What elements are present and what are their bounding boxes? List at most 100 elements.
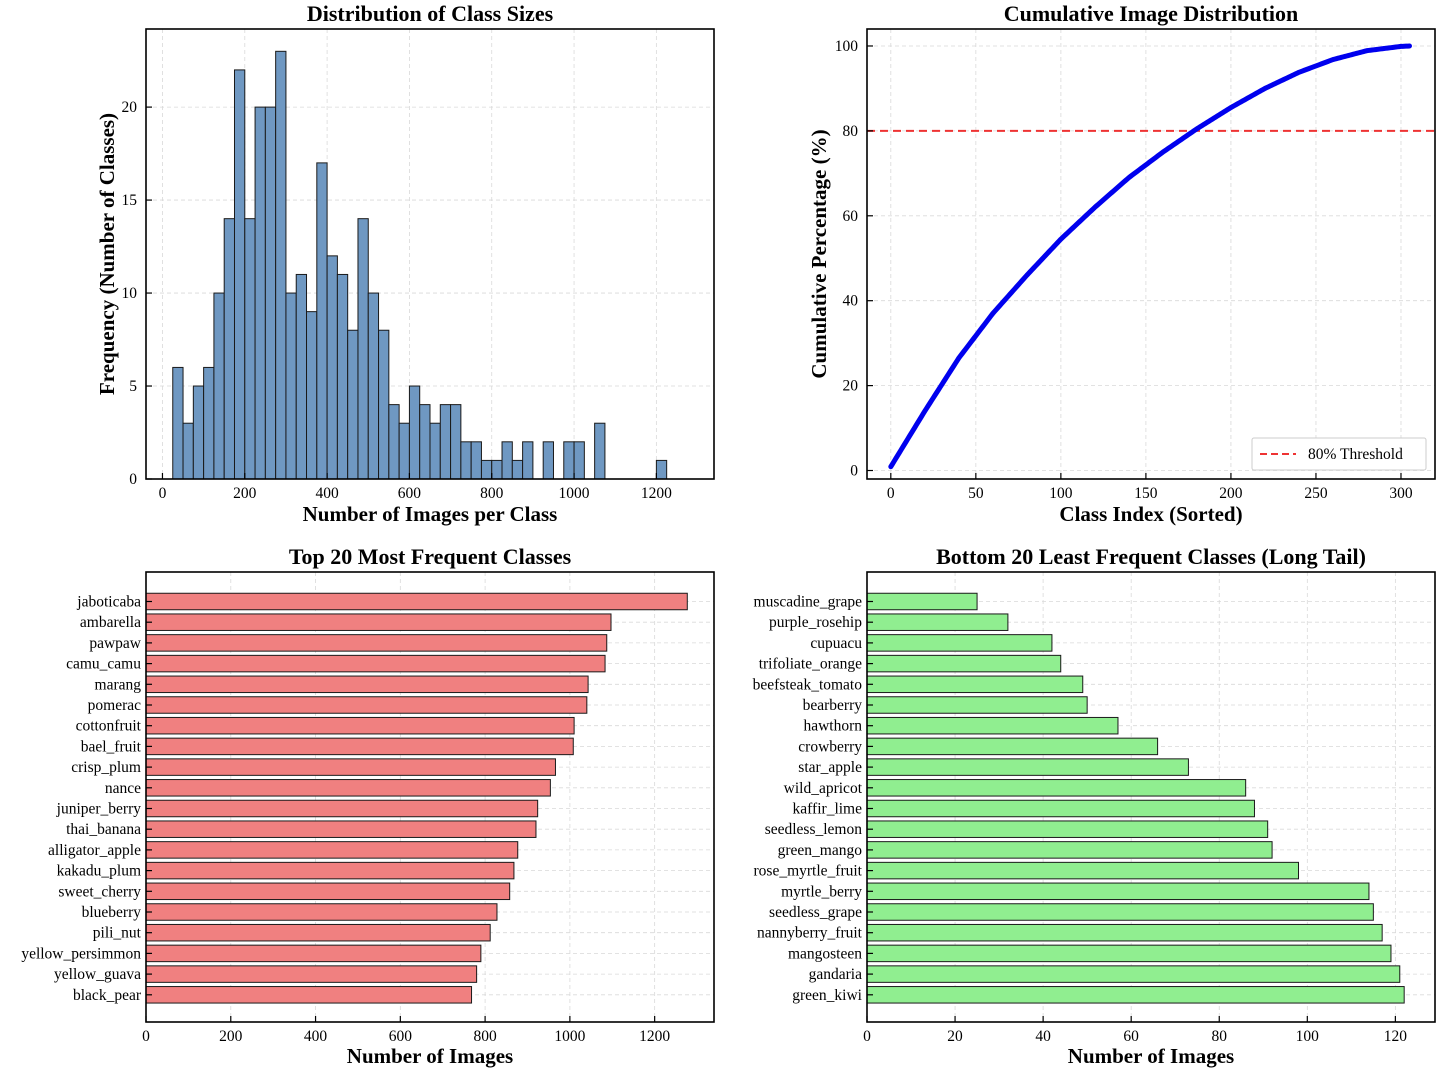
bottom20-bar — [866, 634, 1053, 652]
x-tick-label: 150 — [1134, 485, 1158, 502]
bottom20-category-label: green_kiwi — [792, 987, 862, 1004]
x-tick-label: 1200 — [641, 485, 672, 502]
y-tick-label: 100 — [835, 38, 859, 55]
bottom20-bar — [866, 779, 1247, 797]
x-tick-label: 60 — [1123, 1028, 1139, 1045]
top20-category-label: yellow_guava — [54, 966, 141, 983]
legend-box — [1251, 437, 1427, 471]
top20-bar — [145, 758, 556, 776]
histogram-bar — [203, 366, 215, 480]
x-tick-label: 400 — [315, 485, 339, 502]
bottom20-category-label: purple_rosehip — [769, 614, 862, 631]
histogram-bar — [511, 459, 524, 480]
bottom20-title: Bottom 20 Least Frequent Classes (Long T… — [936, 544, 1366, 569]
bottom20-category-label: beefsteak_tomato — [753, 676, 863, 693]
histogram-bar — [480, 459, 493, 480]
cumulative-legend: 80% Threshold — [1251, 437, 1427, 471]
top20-xlabel: Number of Images — [347, 1044, 513, 1068]
histogram-bar — [439, 404, 452, 480]
x-tick-label: 400 — [304, 1028, 328, 1045]
bottom20-bar — [866, 903, 1374, 921]
histogram-bar — [398, 422, 410, 480]
top20-bar — [145, 820, 537, 838]
histogram-bar — [336, 273, 349, 480]
bottom20-category-label: trifoliate_orange — [759, 656, 862, 673]
top20-bar — [145, 841, 519, 859]
top20-bar — [145, 634, 608, 652]
bottom20-category-label: nannyberry_fruit — [757, 925, 863, 942]
histogram-bar — [316, 162, 328, 480]
cumulative-xlabel: Class Index (Sorted) — [1059, 502, 1242, 526]
bottom20-bar — [866, 820, 1269, 838]
histogram-bar — [563, 441, 575, 480]
x-tick-label: 200 — [233, 485, 257, 502]
bottom20-bar — [866, 758, 1189, 776]
bottom20-category-label: mangosteen — [788, 945, 862, 962]
bottom20-bar — [866, 613, 1009, 631]
x-tick-label: 20 — [947, 1028, 963, 1045]
histogram-bar — [223, 218, 235, 480]
histogram-bar — [192, 385, 205, 480]
histogram-bar — [295, 273, 308, 480]
top20-category-label: camu_camu — [66, 656, 141, 673]
x-tick-label: 300 — [1389, 485, 1413, 502]
top20-bar — [145, 737, 574, 756]
y-tick-label: 0 — [129, 471, 137, 488]
x-tick-label: 800 — [473, 1028, 497, 1045]
histogram-bar — [450, 404, 462, 480]
histogram-panel: Distribution of Class Sizes Number of Im… — [95, 1, 715, 526]
histogram-bar — [172, 366, 184, 480]
histogram-title: Distribution of Class Sizes — [307, 1, 554, 26]
histogram-ylabel: Frequency (Number of Classes) — [95, 113, 119, 395]
top20-bar — [145, 965, 478, 983]
histogram-bar — [470, 441, 482, 480]
bottom20-bar — [866, 986, 1405, 1004]
x-tick-label: 600 — [398, 485, 422, 502]
top20-category-label: pili_nut — [93, 925, 142, 942]
top20-bar — [145, 799, 539, 818]
legend-threshold-label: 80% Threshold — [1308, 446, 1403, 463]
top20-category-label: yellow_persimmon — [21, 945, 141, 962]
bottom20-category-label: seedless_lemon — [765, 821, 863, 838]
bottom20-bar — [866, 965, 1401, 983]
top20-bar — [145, 654, 606, 673]
top20-bar — [145, 923, 491, 942]
x-tick-label: 40 — [1035, 1028, 1051, 1045]
top20-category-label: blueberry — [82, 904, 142, 921]
top20-category-label: ambarella — [80, 614, 141, 631]
histogram-bar — [655, 459, 668, 480]
histogram-xlabel: Number of Images per Class — [303, 502, 558, 526]
bottom20-category-label: kaffir_lime — [793, 801, 863, 818]
y-tick-label: 10 — [122, 285, 138, 302]
bottom20-category-label: seedless_grape — [769, 904, 862, 921]
top20-category-label: sweet_cherry — [58, 883, 141, 900]
bottom20-category-label: cupuacu — [810, 635, 862, 652]
top20-category-label: juniper_berry — [56, 801, 142, 818]
bottom20-panel: Bottom 20 Least Frequent Classes (Long T… — [753, 544, 1436, 1068]
bottom20-category-label: crowberry — [798, 738, 862, 755]
histogram-bar — [275, 50, 287, 480]
top20-category-label: kakadu_plum — [57, 863, 141, 880]
histogram-bar — [573, 441, 585, 480]
bottom20-bar — [866, 923, 1383, 942]
x-tick-label: 50 — [968, 485, 984, 502]
cumulative-frame — [866, 28, 1436, 480]
top20-bar — [145, 779, 551, 797]
histogram-bar — [408, 385, 421, 480]
histogram-bar — [306, 311, 318, 480]
y-tick-label: 80 — [843, 123, 859, 140]
x-tick-label: 80 — [1211, 1028, 1227, 1045]
bottom20-category-label: star_apple — [798, 759, 862, 776]
bottom20-bar — [866, 696, 1088, 714]
bottom20-category-label: bearberry — [803, 697, 863, 714]
top20-category-label: alligator_apple — [48, 842, 141, 859]
histogram-bar — [285, 292, 297, 480]
cumulative-title: Cumulative Image Distribution — [1004, 1, 1299, 26]
histogram-bar — [182, 422, 194, 480]
top20-title: Top 20 Most Frequent Classes — [289, 544, 572, 569]
x-tick-label: 0 — [863, 1028, 871, 1045]
bottom20-bar — [866, 675, 1084, 694]
bottom20-bar — [866, 841, 1273, 859]
bottom20-xlabel: Number of Images — [1068, 1044, 1234, 1068]
